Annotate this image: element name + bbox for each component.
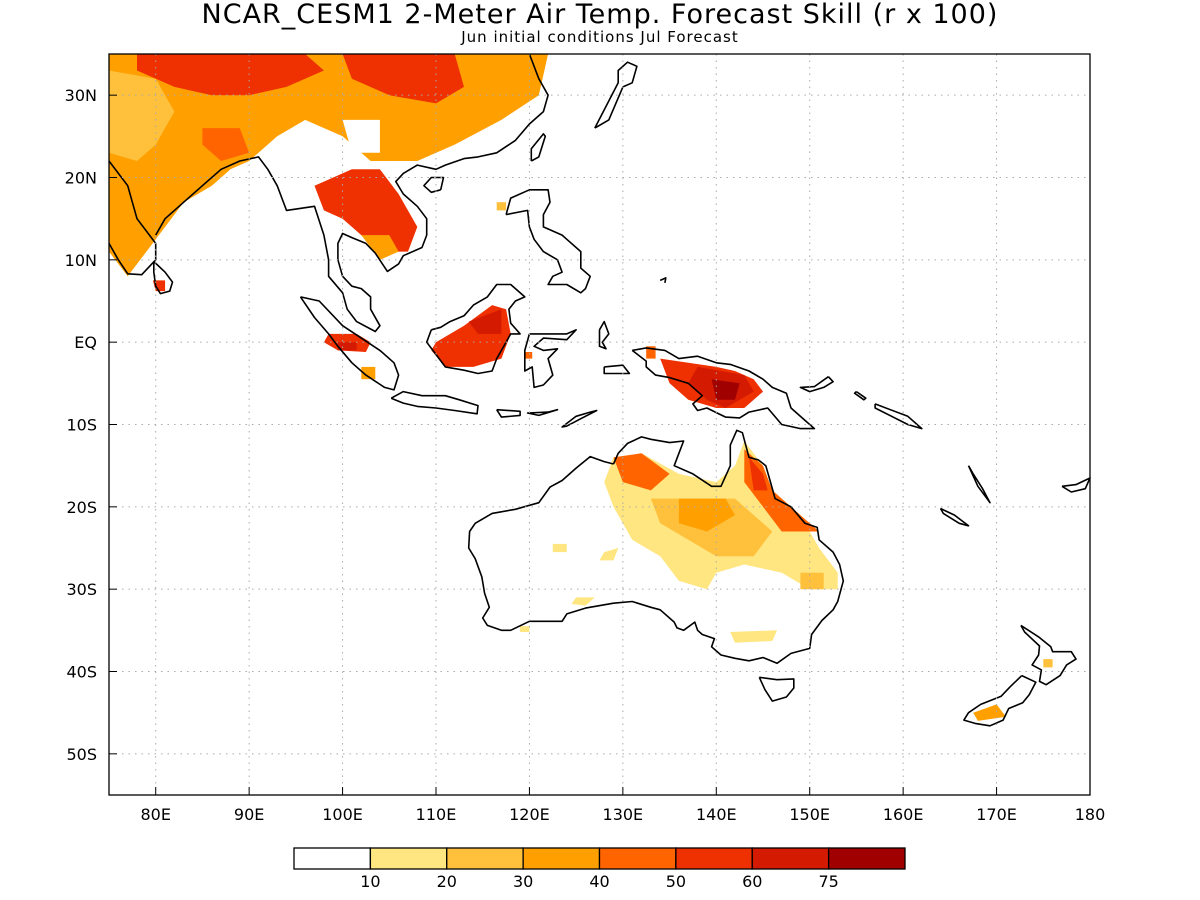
tick-label-lat: 30N: [65, 86, 97, 105]
coast-bougainville: [853, 390, 867, 401]
skill-region: [468, 309, 502, 334]
colorbar-label: 40: [589, 872, 609, 891]
skill-region: [800, 572, 824, 590]
skill-region-indochina: [314, 169, 418, 252]
coast-borneo: [425, 283, 526, 375]
coast-srilanka: [153, 260, 174, 295]
skill-region: [337, 342, 357, 351]
tick-label-lon: 130E: [603, 805, 644, 824]
coast-newguinea: [631, 347, 816, 430]
coast-halmahera: [598, 320, 610, 350]
colorbar-label: 10: [360, 872, 380, 891]
colorbar-label: 50: [666, 872, 686, 891]
coast-newcaledonia: [939, 507, 970, 527]
colorbar-box: [522, 847, 601, 870]
coastline-layer: [108, 53, 1091, 727]
skill-region: [571, 597, 595, 606]
skill-region-nz-north: [1043, 659, 1053, 668]
skill-region: [730, 630, 777, 643]
graticule-layer: [109, 54, 1090, 795]
coast-hainan: [423, 176, 445, 194]
tick-label-lon: 140E: [696, 805, 737, 824]
tick-label-lat: 50S: [66, 745, 97, 764]
colorbar-box: [293, 847, 372, 870]
map-title: NCAR_CESM1 2-Meter Air Temp. Forecast Sk…: [201, 0, 999, 30]
colorbar-label: 20: [437, 872, 457, 891]
skill-region: [524, 352, 533, 359]
skill-region: [711, 379, 740, 400]
tick-label-lat: EQ: [74, 333, 97, 352]
skill-region: [552, 543, 567, 553]
coast-java: [390, 390, 479, 415]
coast-nz-north: [1020, 624, 1077, 686]
map-frame: [108, 53, 1091, 796]
coast-seram: [603, 364, 631, 375]
tick-label-lat: 30S: [66, 580, 97, 599]
colorbar-box: [751, 847, 830, 870]
skill-region: [749, 457, 768, 491]
skill-region-china: [342, 54, 464, 104]
colorbar-box: [675, 847, 753, 870]
coast-newbritain: [799, 376, 834, 393]
skill-region: [613, 453, 670, 491]
coast-philippines: [505, 189, 592, 294]
coast-asia: [155, 53, 549, 333]
tick-label-lat: 40S: [66, 663, 97, 682]
coast-sumbawa: [496, 408, 521, 418]
coast-solomons: [874, 403, 923, 430]
tick-label-lon: 100E: [322, 805, 363, 824]
colorbar-box: [598, 847, 677, 870]
tick-label-lon: 150E: [789, 805, 830, 824]
tick-label-lat: 10N: [65, 251, 97, 270]
tick-label-lat: 20S: [66, 498, 97, 517]
axis-labels: 80E 90E 100E 110E 120E 130E 140E 150E 160E 170E 18…: [65, 86, 1106, 824]
colorbar: 10 20 30 40 50 60 75: [293, 847, 906, 891]
coast-timor: [561, 409, 598, 428]
coast-palau: [659, 277, 667, 284]
tick-label-lon: 90E: [234, 805, 264, 824]
coast-flores: [526, 408, 559, 417]
coast-sulawesi: [523, 328, 577, 389]
map-subtitle: Jun initial conditions Jul Forecast: [461, 28, 739, 46]
colorbar-box: [369, 847, 448, 870]
coast-australia: [467, 429, 845, 665]
coast-ryukyu: [594, 61, 638, 129]
coast-sumatra: [299, 296, 400, 391]
coast-nz-south: [963, 674, 1037, 727]
colorbar-label: 30: [513, 872, 533, 891]
tick-label-lat: 20N: [65, 169, 97, 188]
coast-fiji: [1061, 477, 1091, 493]
tick-label-lon: 180: [1075, 805, 1106, 824]
tick-label-lon: 170E: [976, 805, 1017, 824]
tick-label-lon: 160E: [883, 805, 924, 824]
colorbar-label: 75: [818, 872, 838, 891]
tick-label-lat: 10S: [66, 416, 97, 435]
skill-region: [599, 548, 619, 561]
skill-region-asia: [109, 54, 549, 277]
coast-taiwan: [530, 133, 547, 162]
skill-region-india-west: [109, 70, 175, 161]
skill-region: [496, 202, 507, 211]
colorbar-box: [446, 847, 524, 870]
skill-region-gap: [342, 119, 380, 153]
skill-region-nz-south: [973, 704, 1006, 721]
skill-shading-layer: [109, 54, 1053, 721]
tick-label-lon: 120E: [509, 805, 550, 824]
coast-tasmania: [758, 676, 795, 702]
tick-label-lon: 80E: [140, 805, 170, 824]
skill-region: [520, 626, 530, 632]
colorbar-box: [827, 847, 906, 870]
skill-region-indochina-south: [361, 235, 399, 260]
skill-region: [744, 449, 820, 532]
coast-vanuatu: [967, 465, 991, 504]
skill-region-tibet: [137, 54, 324, 96]
skill-region: [361, 366, 376, 380]
tick-label-lon: 110E: [416, 805, 457, 824]
skill-region-bengal: [202, 128, 250, 161]
colorbar-label: 60: [742, 872, 762, 891]
